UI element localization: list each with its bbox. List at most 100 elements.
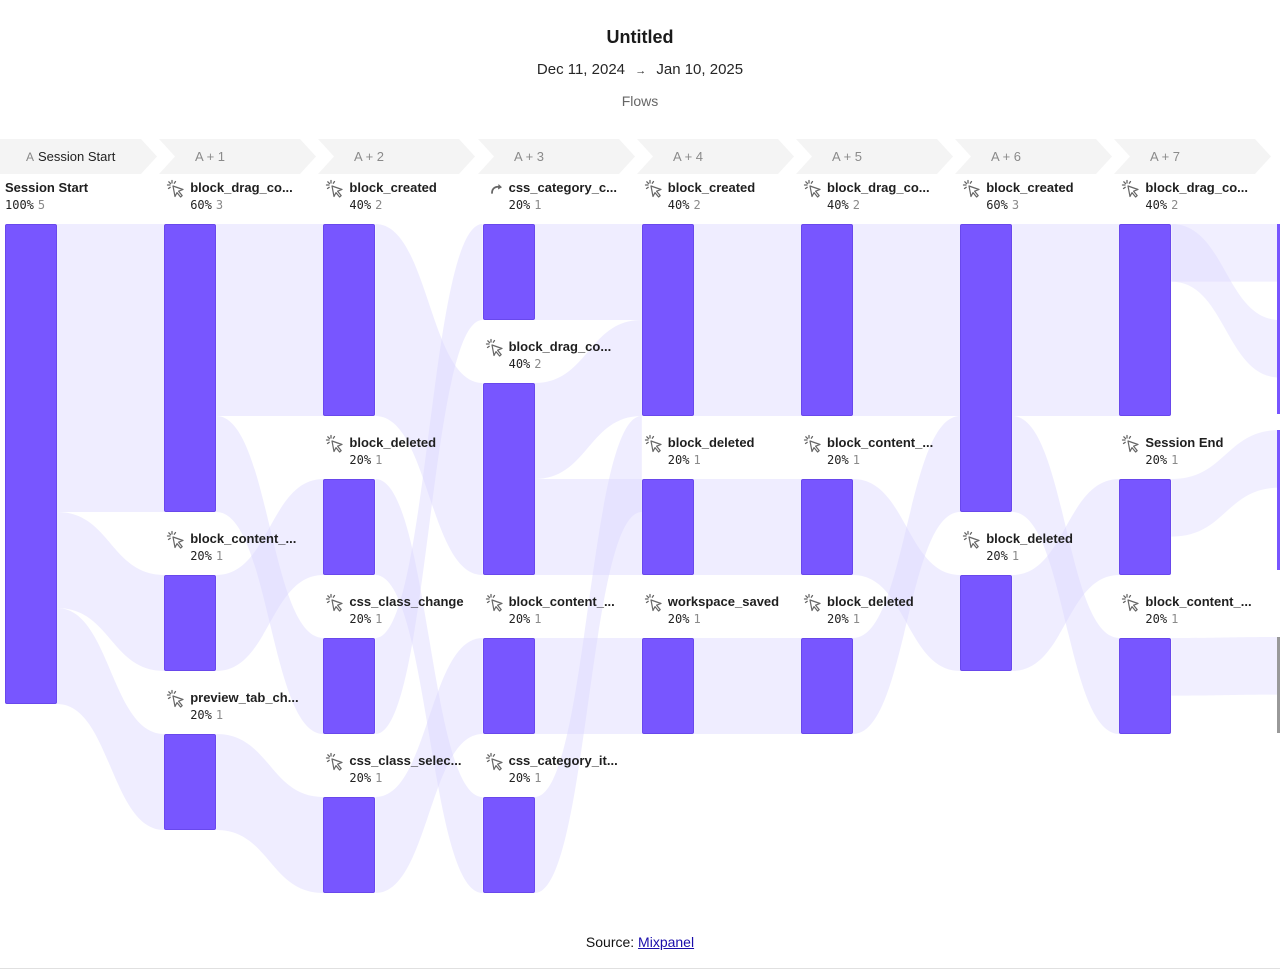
event-stats: 60% 3 xyxy=(190,198,340,212)
step-tab-6[interactable]: A + 6 xyxy=(955,139,1112,174)
flow-link[interactable] xyxy=(57,608,165,830)
flow-node-bar[interactable] xyxy=(1119,638,1172,734)
flow-node-bar[interactable] xyxy=(5,224,57,704)
flow-link[interactable] xyxy=(216,734,324,893)
flow-node-bar[interactable] xyxy=(323,638,376,734)
flow-link[interactable] xyxy=(534,479,642,575)
flow-node-bar[interactable] xyxy=(801,638,853,734)
flow-link[interactable] xyxy=(853,416,961,734)
event-percent: 20% xyxy=(508,198,531,212)
event-name: block_deleted xyxy=(349,435,437,450)
flow-node-label[interactable]: block_deleted 20% 1 xyxy=(803,593,977,626)
flow-link-offscreen[interactable] xyxy=(1171,430,1280,537)
step-tab-5[interactable]: A + 5 xyxy=(796,139,953,174)
flow-node-bar[interactable] xyxy=(323,797,376,893)
step-tab-4[interactable]: A + 4 xyxy=(637,139,794,174)
click-event-icon xyxy=(166,179,186,199)
flow-node-bar[interactable] xyxy=(801,479,853,575)
mixpanel-link[interactable]: Mixpanel xyxy=(638,934,695,950)
event-name: block_content_... xyxy=(508,594,615,609)
step-tab-3[interactable]: A + 3 xyxy=(478,139,635,174)
flow-link[interactable] xyxy=(693,224,801,416)
flow-link[interactable] xyxy=(534,320,642,479)
flow-node-label[interactable]: Session End 20% 1 xyxy=(1122,434,1280,467)
flow-node-label[interactable]: block_drag_co... 40% 2 xyxy=(803,179,977,212)
flow-link[interactable] xyxy=(375,224,483,734)
flow-node-label[interactable]: block_content_... 20% 1 xyxy=(485,593,659,626)
step-tab-label: A + 1 xyxy=(195,149,225,164)
flow-node-bar[interactable] xyxy=(641,638,694,734)
flow-node-bar[interactable] xyxy=(960,224,1013,512)
flow-node-label[interactable]: block_deleted 20% 1 xyxy=(644,434,818,467)
flow-node-bar[interactable] xyxy=(164,224,217,512)
flow-link[interactable] xyxy=(375,224,483,575)
flow-node-label[interactable]: Session Start 100% 5 xyxy=(5,180,155,212)
flow-node-bar[interactable] xyxy=(323,224,376,416)
flow-node-bar[interactable] xyxy=(1119,224,1172,416)
flow-node-bar[interactable] xyxy=(323,479,376,575)
flow-link[interactable] xyxy=(534,416,642,893)
flow-node-label[interactable]: block_drag_co... 60% 3 xyxy=(167,179,340,212)
flow-link-offscreen[interactable] xyxy=(1171,224,1280,378)
flow-link[interactable] xyxy=(534,638,642,734)
flow-node-label[interactable]: css_class_selec... 20% 1 xyxy=(326,752,499,785)
step-tab-0[interactable]: A Session Start xyxy=(0,139,157,174)
flow-node-bar[interactable] xyxy=(482,224,535,320)
flow-node-label[interactable]: block_drag_co... 40% 2 xyxy=(485,338,659,371)
flow-link[interactable] xyxy=(1012,479,1120,671)
flow-node-label[interactable]: block_content_... 20% 1 xyxy=(1122,593,1280,626)
step-tab-7[interactable]: A + 7 xyxy=(1114,139,1271,174)
flow-node-bar[interactable] xyxy=(482,638,535,734)
flow-link[interactable] xyxy=(216,224,324,416)
flow-link[interactable] xyxy=(1012,416,1120,734)
flow-link[interactable] xyxy=(534,224,642,320)
flow-link[interactable] xyxy=(57,224,165,512)
click-event-icon xyxy=(1121,593,1141,613)
flow-node-label[interactable]: block_created 60% 3 xyxy=(963,179,1136,212)
flow-node-bar[interactable] xyxy=(482,383,535,575)
flow-node-label[interactable]: block_deleted 20% 1 xyxy=(326,434,499,467)
flow-link[interactable] xyxy=(375,479,483,893)
flow-link[interactable] xyxy=(693,479,801,575)
flow-node-label[interactable]: block_content_... 20% 1 xyxy=(167,530,340,563)
flow-node-label[interactable]: css_category_it... 20% 1 xyxy=(485,752,659,785)
step-tab-2[interactable]: A + 2 xyxy=(318,139,475,174)
flow-node-bar[interactable] xyxy=(1119,479,1172,575)
flow-node-bar[interactable] xyxy=(641,224,694,416)
flow-node-label[interactable]: block_deleted 20% 1 xyxy=(963,530,1136,563)
flow-node-label[interactable]: css_category_c... 20% 1 xyxy=(490,180,659,212)
flow-link-offscreen[interactable] xyxy=(1171,637,1280,696)
event-count: 1 xyxy=(375,771,383,785)
flow-node-bar[interactable] xyxy=(801,224,853,416)
flow-node-bar[interactable] xyxy=(960,575,1013,671)
event-count: 1 xyxy=(534,198,542,212)
flow-node-label[interactable]: block_created 40% 2 xyxy=(644,179,818,212)
flow-node-bar[interactable] xyxy=(164,575,217,671)
flow-link[interactable] xyxy=(375,638,483,893)
event-count: 2 xyxy=(852,198,860,212)
flow-node-bar[interactable] xyxy=(164,734,217,830)
flow-node-bar[interactable] xyxy=(482,797,535,893)
flow-node-label[interactable]: preview_tab_ch... 20% 1 xyxy=(167,689,340,722)
flow-link[interactable] xyxy=(853,479,961,671)
flow-node-bar[interactable] xyxy=(641,479,694,575)
flow-link[interactable] xyxy=(216,416,324,734)
step-tab-1[interactable]: A + 1 xyxy=(159,139,316,174)
flow-link[interactable] xyxy=(853,224,961,416)
event-stats: 20% 1 xyxy=(668,453,818,467)
click-event-icon xyxy=(1121,179,1141,199)
flow-node-label[interactable]: block_created 40% 2 xyxy=(326,179,499,212)
flow-node-label[interactable]: css_class_change 20% 1 xyxy=(326,593,499,626)
flow-node-label[interactable]: block_content_... 20% 1 xyxy=(803,434,977,467)
flow-link[interactable] xyxy=(1012,224,1120,416)
flow-link[interactable] xyxy=(693,638,801,734)
event-stats: 20% 1 xyxy=(190,549,340,563)
flow-node-label[interactable]: block_drag_co... 40% 2 xyxy=(1122,179,1280,212)
flow-link[interactable] xyxy=(216,479,324,671)
event-name: block_deleted xyxy=(667,435,755,450)
click-event-icon xyxy=(166,689,186,709)
flow-node-label[interactable]: workspace_saved 20% 1 xyxy=(644,593,818,626)
flow-link[interactable] xyxy=(57,512,165,671)
flow-link-offscreen[interactable] xyxy=(1171,224,1280,282)
